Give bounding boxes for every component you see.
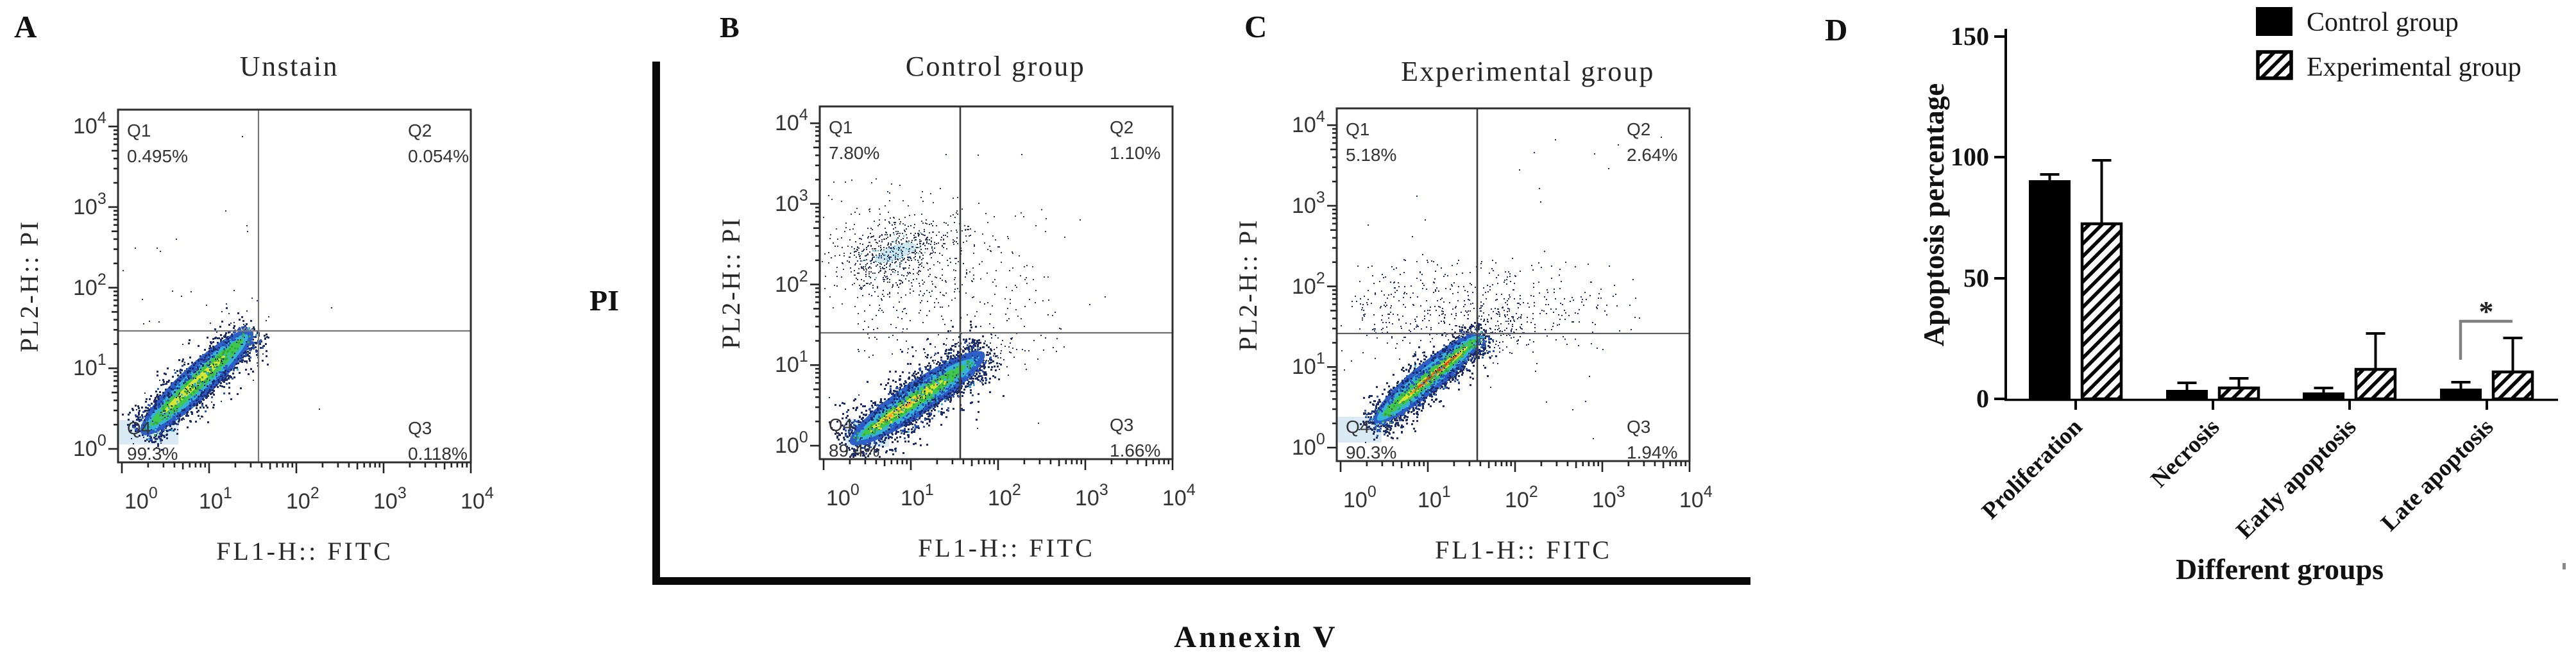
- svg-text:PI: PI: [589, 284, 619, 317]
- svg-text:5.18%: 5.18%: [1346, 145, 1396, 165]
- svg-text:Q2: Q2: [1627, 119, 1650, 139]
- svg-text:Experimental group: Experimental group: [1401, 56, 1655, 87]
- svg-text:Control group: Control group: [906, 51, 1086, 82]
- svg-text:0.054%: 0.054%: [408, 146, 469, 166]
- svg-text:B: B: [720, 11, 740, 44]
- svg-text:Q3: Q3: [1110, 415, 1133, 435]
- svg-text:Different groups: Different groups: [2176, 553, 2384, 585]
- svg-text:A: A: [14, 9, 37, 44]
- svg-text:Unstain: Unstain: [240, 51, 339, 82]
- svg-text:Q3: Q3: [1627, 417, 1650, 437]
- svg-text:50: 50: [1963, 264, 1989, 292]
- svg-text:150: 150: [1951, 22, 1989, 51]
- svg-text:90.3%: 90.3%: [1346, 442, 1396, 462]
- svg-text:PL2-H:: PI: PL2-H:: PI: [716, 217, 745, 349]
- svg-text:0.118%: 0.118%: [408, 444, 468, 464]
- svg-text:D: D: [1825, 12, 1847, 47]
- svg-text:Control group: Control group: [2307, 8, 2459, 37]
- svg-text:Apoptosis percentage: Apoptosis percentage: [1918, 83, 1950, 346]
- svg-text:104: 104: [1292, 108, 1325, 137]
- svg-text:Q4: Q4: [127, 418, 151, 438]
- svg-text:99.3%: 99.3%: [127, 444, 178, 464]
- svg-text:PL2-H:: PI: PL2-H:: PI: [15, 220, 44, 353]
- svg-text:89.4%: 89.4%: [829, 441, 879, 460]
- svg-text:1.66%: 1.66%: [1110, 441, 1160, 460]
- svg-text:FL1-H:: FITC: FL1-H:: FITC: [918, 534, 1095, 562]
- svg-text:PL2-H:: PI: PL2-H:: PI: [1233, 219, 1262, 351]
- svg-text:FL1-H:: FITC: FL1-H:: FITC: [216, 537, 393, 566]
- svg-text:1.10%: 1.10%: [1110, 143, 1160, 163]
- svg-text:104: 104: [73, 109, 106, 139]
- svg-text:102: 102: [286, 484, 319, 514]
- svg-text:Q1: Q1: [127, 121, 151, 140]
- svg-text:FL1-H:: FITC: FL1-H:: FITC: [1435, 535, 1612, 564]
- svg-text:Q2: Q2: [1110, 117, 1133, 137]
- svg-text:C: C: [1244, 9, 1267, 44]
- svg-text:7.80%: 7.80%: [829, 143, 879, 163]
- svg-text:101: 101: [1418, 483, 1451, 512]
- svg-text:Experimental group: Experimental group: [2307, 53, 2521, 82]
- svg-text:Annexin V: Annexin V: [1174, 620, 1337, 654]
- svg-text:0.495%: 0.495%: [127, 146, 188, 166]
- svg-text:Q2: Q2: [408, 121, 432, 140]
- svg-text:Q4: Q4: [829, 415, 852, 435]
- svg-text:Q1: Q1: [1346, 119, 1369, 139]
- svg-text:1.94%: 1.94%: [1627, 442, 1677, 462]
- svg-text:100: 100: [1951, 142, 1989, 171]
- svg-text:Q3: Q3: [408, 418, 432, 438]
- svg-text:Q1: Q1: [829, 117, 852, 137]
- svg-text:0: 0: [1976, 384, 1989, 413]
- svg-text:2.64%: 2.64%: [1627, 145, 1677, 165]
- svg-text:*: *: [2479, 295, 2494, 328]
- svg-text:Q4: Q4: [1346, 417, 1369, 437]
